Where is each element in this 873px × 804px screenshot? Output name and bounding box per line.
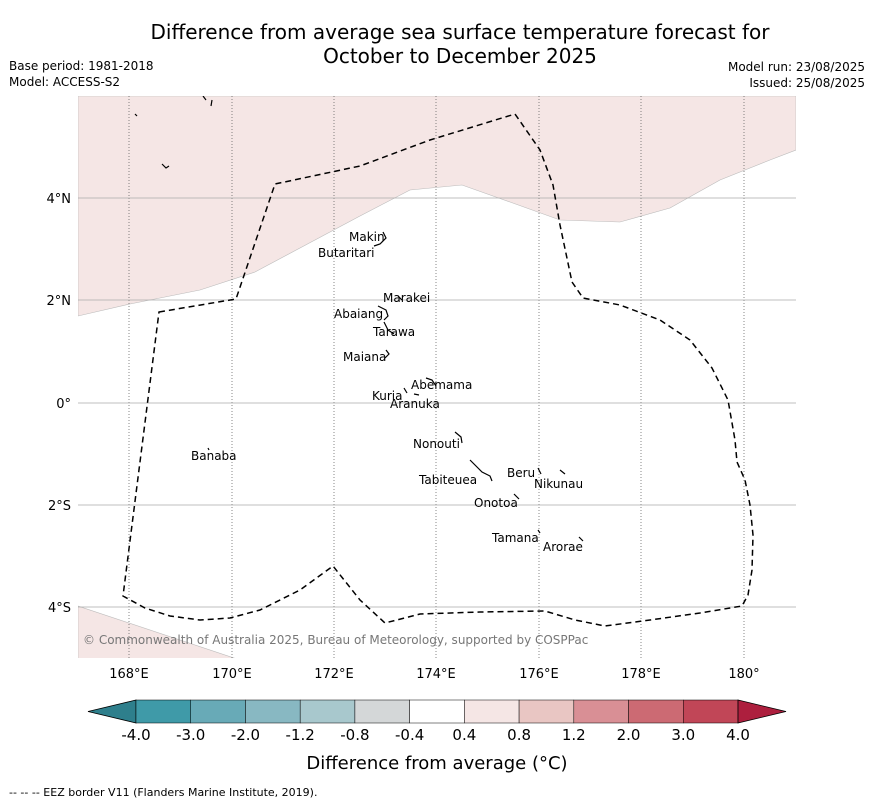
island-outlines (134, 96, 584, 542)
latitude-labels: 4°N 2°N 0° 2°S 4°S (47, 192, 72, 616)
colorbar-tick-label: -4.0 (121, 726, 150, 744)
colorbar-tick-label: -0.8 (340, 726, 369, 744)
place-label-kuria: Kuria (372, 389, 403, 403)
colorbar-tick-label: 2.0 (617, 726, 641, 744)
colorbar-label: Difference from average (°C) (306, 753, 567, 774)
place-label-arorae: Arorae (543, 540, 583, 554)
issued-date: Issued: 25/08/2025 (749, 76, 865, 90)
longitude-label: 168°E (109, 667, 149, 682)
colorbar-segment (135, 699, 191, 724)
colorbar-tick-label: 0.8 (507, 726, 531, 744)
colorbar-segment (190, 699, 246, 724)
eez-border (122, 113, 754, 627)
latitude-label: 4°S (48, 601, 71, 616)
place-label-onotoa: Onotoa (474, 496, 518, 510)
place-label-tarawa: Tarawa (372, 325, 415, 339)
longitude-label: 170°E (212, 667, 252, 682)
colorbar: -4.0 -3.0 -2.0 -1.2 -0.8 -0.4 0.4 0.8 1.2 2.0 3.0 4… (87, 699, 787, 744)
colorbar-segment (245, 699, 301, 724)
colorbar-tick-label: -1.2 (286, 726, 315, 744)
colorbar-low-extend (87, 699, 137, 724)
colorbar-segment (683, 699, 739, 724)
latitude-label: 0° (56, 397, 71, 412)
longitude-labels: 168°E 170°E 172°E 174°E 176°E 178°E 180° (109, 667, 759, 682)
eez-footer-note: -- -- -- EEZ border V11 (Flanders Marine… (9, 786, 318, 799)
place-label-nikunau: Nikunau (534, 477, 583, 491)
colorbar-tick-label: -2.0 (231, 726, 260, 744)
colorbar-segment (628, 699, 684, 724)
colorbar-tick-label: -3.0 (176, 726, 205, 744)
title-line-2: October to December 2025 (323, 44, 597, 68)
map-title: Difference from average sea surface temp… (120, 20, 800, 68)
latitude-label: 4°N (47, 192, 72, 207)
colorbar-segment (409, 699, 465, 724)
colorbar-tick-label: 1.2 (562, 726, 586, 744)
colorbar-segment (518, 699, 575, 724)
place-label-nonouti: Nonouti (413, 437, 460, 451)
colorbar-tick-label: 3.0 (671, 726, 695, 744)
base-period: Base period: 1981-2018 (9, 59, 154, 73)
latitude-label: 2°S (48, 499, 71, 514)
anomaly-region-north (78, 96, 796, 317)
place-label-abemama: Abemama (411, 378, 472, 392)
place-label-makin: Makin (349, 230, 385, 244)
longitude-label: 178°E (621, 667, 661, 682)
place-label-aranuka: Aranuka (390, 397, 440, 411)
colorbar-high-extend (737, 699, 787, 724)
metadata-left: Base period: 1981-2018 Model: ACCESS-S2 (9, 58, 154, 90)
place-label-beru: Beru (507, 466, 535, 480)
colorbar-segment (573, 699, 629, 724)
colorbar-tick-label: 0.4 (452, 726, 476, 744)
copyright-text: © Commonwealth of Australia 2025, Bureau… (83, 633, 588, 647)
place-label-abaiang: Abaiang (334, 307, 383, 321)
latitude-label: 2°N (47, 294, 72, 309)
metadata-right: Model run: 23/08/2025 Issued: 25/08/2025 (728, 59, 865, 91)
colorbar-tick-label: -0.4 (395, 726, 424, 744)
model-run: Model run: 23/08/2025 (727, 60, 865, 74)
colorbar-segment (464, 699, 520, 724)
place-label-tabiteuea: Tabiteuea (418, 473, 477, 487)
anomaly-region-southwest (78, 605, 235, 658)
longitude-label: 176°E (519, 667, 559, 682)
place-label-banaba: Banaba (191, 449, 237, 463)
longitude-label: 174°E (416, 667, 456, 682)
place-label-marakei: Marakei (383, 291, 430, 305)
model-name: Model: ACCESS-S2 (9, 75, 121, 89)
longitude-label: 180° (728, 667, 759, 682)
place-label-maiana: Maiana (343, 350, 386, 364)
gridlines (78, 96, 796, 658)
colorbar-segment (354, 699, 410, 724)
longitude-label: 172°E (314, 667, 354, 682)
place-label-butaritari: Butaritari (318, 246, 375, 260)
place-label-tamana: Tamana (491, 531, 539, 545)
colorbar-tick-label: 4.0 (726, 726, 750, 744)
colorbar-segment (299, 699, 356, 724)
title-line-1: Difference from average sea surface temp… (150, 20, 770, 44)
